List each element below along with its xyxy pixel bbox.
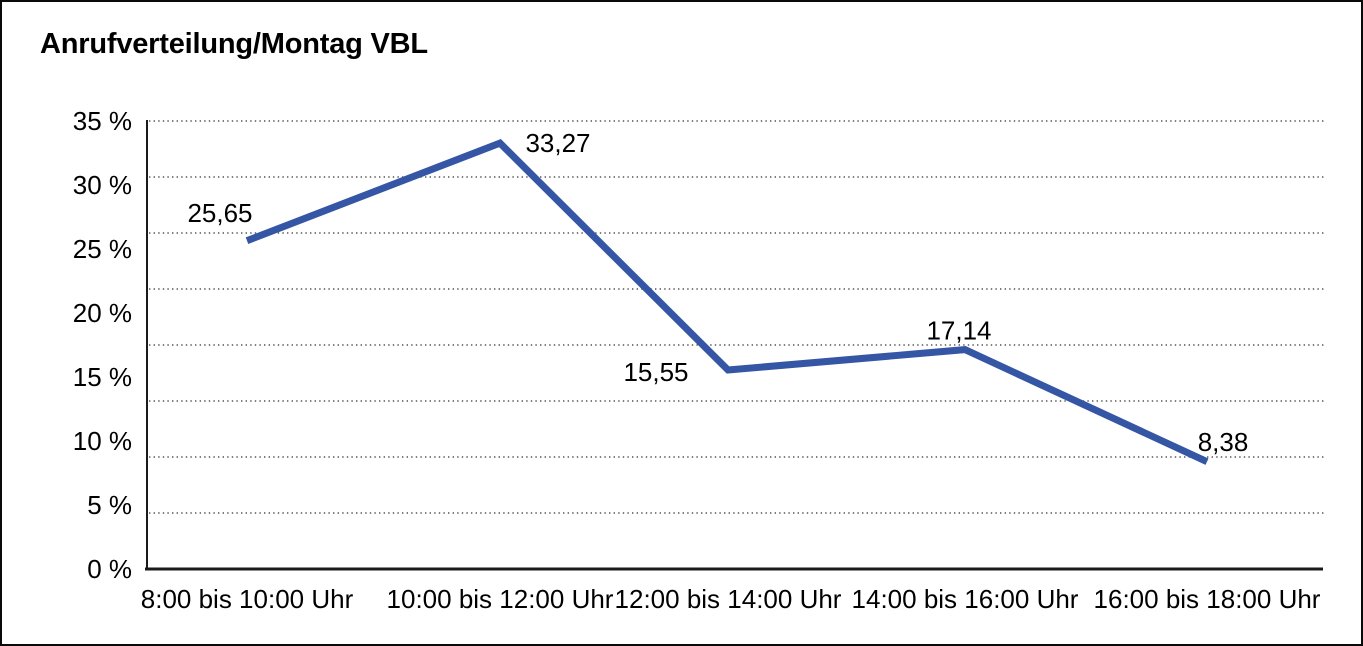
data-line (245, 139, 1209, 465)
y-tick-label: 10 % (73, 426, 132, 456)
y-tick-label: 25 % (73, 234, 132, 264)
chart-title: Anrufverteilung/Montag VBL (40, 28, 428, 60)
x-axis-category-label: 16:00 bis 18:00 Uhr (1094, 584, 1321, 614)
x-axis-category-label: 12:00 bis 14:00 Uhr (615, 584, 842, 614)
y-tick-label: 30 % (73, 170, 132, 200)
data-point-label: 25,65 (187, 198, 252, 228)
y-tick-label: 5 % (87, 490, 132, 520)
x-axis-category-label: 8:00 bis 10:00 Uhr (141, 584, 354, 614)
data-point-label: 8,38 (1198, 427, 1249, 457)
data-point-label: 33,27 (525, 128, 590, 158)
data-point-label: 15,55 (623, 357, 688, 387)
y-tick-label: 20 % (73, 298, 132, 328)
data-point-label: 17,14 (926, 316, 991, 346)
x-axis-category-label: 10:00 bis 12:00 Uhr (387, 584, 614, 614)
x-axis-category-label: 14:00 bis 16:00 Uhr (852, 584, 1079, 614)
y-tick-label: 15 % (73, 362, 132, 392)
y-tick-label: 35 % (73, 106, 132, 136)
y-tick-label: 0 % (87, 554, 132, 584)
